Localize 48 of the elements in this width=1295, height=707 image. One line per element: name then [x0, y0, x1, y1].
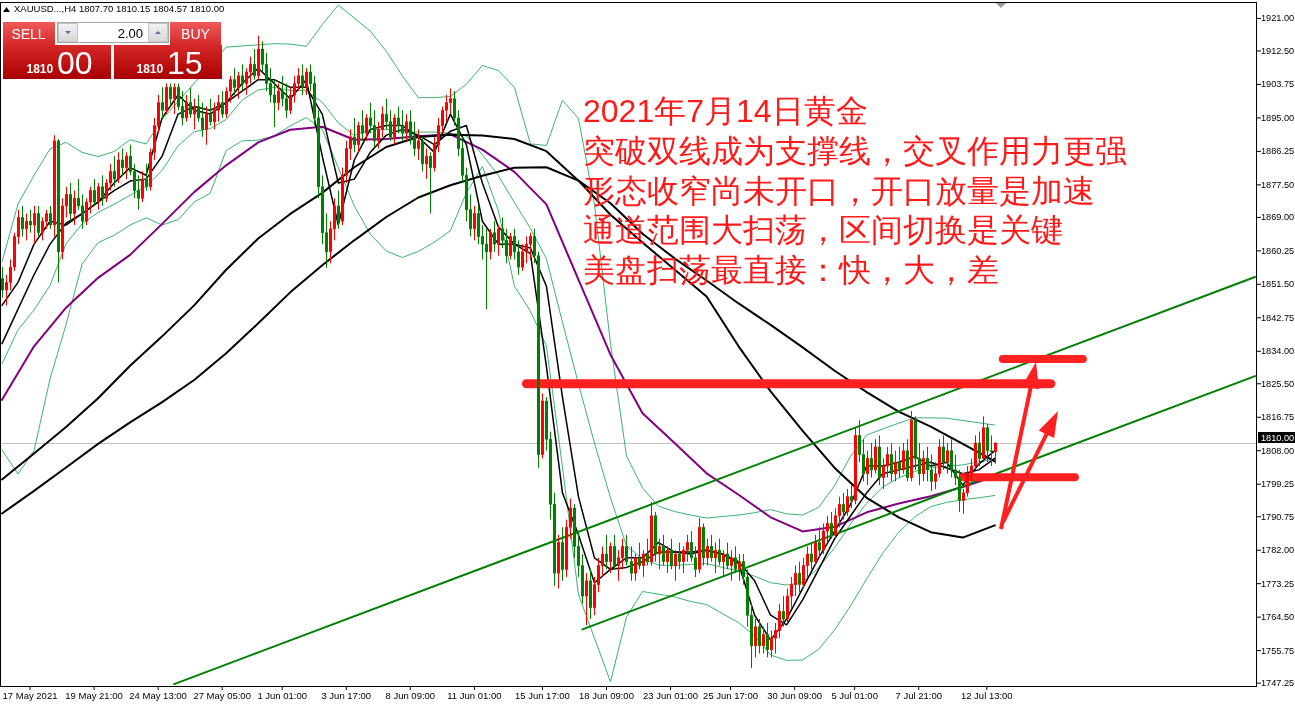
text: 2021年7月14日黄金 — [583, 93, 868, 129]
y-tick-label: 1782.00 — [1261, 545, 1295, 556]
x-tick-label: 17 May 2021 — [2, 690, 58, 701]
annotation: 1810 — [26, 62, 54, 76]
annotation: 1810 — [136, 62, 164, 76]
text: 突破双线成为支撑线，交叉作用力更强 — [583, 133, 1127, 169]
annotation: 15 — [167, 45, 203, 81]
x-tick-label: 24 May 13:00 — [129, 690, 187, 701]
y-tick-label: 1912.50 — [1261, 45, 1295, 56]
x-tick-label: 15 Jun 17:00 — [514, 690, 570, 701]
x-tick-label: 12 Jul 13:00 — [960, 690, 1013, 701]
y-tick-label: 1790.75 — [1261, 511, 1295, 522]
x-tick-label: 1 Jun 01:00 — [257, 690, 308, 701]
y-tick-label: 1877.50 — [1261, 179, 1295, 190]
x-tick-label: 23 Jun 01:00 — [643, 690, 698, 701]
ref-line-label: 1810.00 — [1261, 432, 1295, 443]
x-tick-label: 27 May 05:00 — [193, 690, 251, 701]
y-tick-label: 1869.00 — [1261, 212, 1295, 223]
y-tick-label: 1764.50 — [1261, 612, 1295, 623]
x-tick-label: 19 May 21:00 — [65, 690, 123, 701]
y-tick-label: 1773.25 — [1261, 578, 1295, 589]
x-tick-label: 3 Jun 17:00 — [321, 690, 372, 701]
y-tick-label: 1799.25 — [1261, 479, 1295, 490]
y-tick-label: 1842.75 — [1261, 312, 1295, 323]
y-tick-label: 1903.75 — [1261, 79, 1295, 90]
y-tick-label: 1747.25 — [1261, 678, 1295, 689]
y-tick-label: 1921.00 — [1261, 13, 1295, 24]
y-tick-label: 1834.00 — [1261, 346, 1295, 357]
x-tick-label: 18 Jun 09:00 — [579, 690, 634, 701]
x-tick-label: 8 Jun 09:00 — [385, 690, 436, 701]
annotation: SELL — [11, 25, 46, 42]
annotation: XAUUSD...,H4 1807.70 1810.15 1804.57 1810.00 — [14, 3, 225, 14]
y-tick-label: 1895.00 — [1261, 112, 1295, 123]
annotation: 2.00 — [117, 26, 143, 41]
x-tick-label: 5 Jul 01:00 — [831, 690, 878, 701]
y-tick-label: 1816.75 — [1261, 412, 1295, 423]
y-tick-label: 1886.25 — [1261, 146, 1295, 157]
y-tick-label: 1860.25 — [1261, 245, 1295, 256]
annotation: 00 — [57, 45, 93, 81]
x-tick-label: 30 Jun 09:00 — [767, 690, 823, 701]
y-tick-label: 1851.50 — [1261, 279, 1295, 290]
y-tick-label: 1755.75 — [1261, 645, 1295, 656]
y-tick-label: 1808.00 — [1261, 445, 1295, 456]
y-tick-label: 1825.50 — [1261, 378, 1295, 389]
x-tick-label: 11 Jun 01:00 — [447, 690, 502, 701]
annotation: BUY — [181, 25, 211, 42]
x-tick-label: 7 Jul 21:00 — [895, 690, 942, 701]
x-tick-label: 25 Jun 17:00 — [703, 690, 759, 701]
